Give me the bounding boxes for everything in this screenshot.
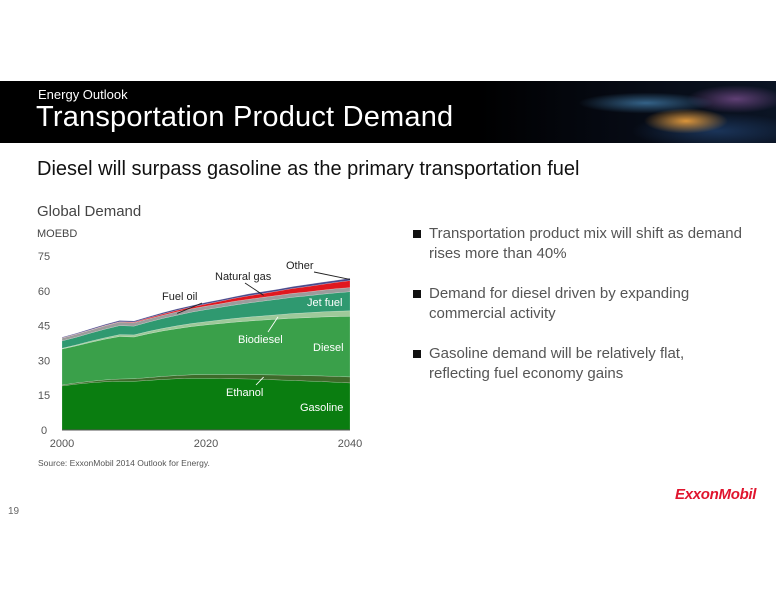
bullet-square-icon bbox=[413, 290, 421, 298]
bullet-text: Gasoline demand will be relatively flat,… bbox=[429, 345, 685, 382]
bullet-square-icon bbox=[413, 230, 421, 238]
y-tick-label: 60 bbox=[38, 286, 50, 298]
banner-artwork bbox=[476, 81, 776, 143]
y-tick-label: 0 bbox=[41, 425, 47, 437]
x-tick-label: 2000 bbox=[50, 438, 74, 450]
label-leader-ethanol bbox=[255, 376, 264, 386]
series-label-fuel-oil: Fuel oil bbox=[162, 291, 197, 303]
series-label-ethanol: Ethanol bbox=[226, 387, 263, 399]
label-leader-biodiesel bbox=[267, 316, 279, 333]
series-label-natural-gas: Natural gas bbox=[215, 271, 272, 283]
page-title: Transportation Product Demand bbox=[36, 101, 454, 133]
series-label-gasoline: Gasoline bbox=[300, 402, 343, 414]
source-note: Source: ExxonMobil 2014 Outlook for Ener… bbox=[38, 458, 210, 468]
bullet-list: Transportation product mix will shift as… bbox=[413, 224, 743, 404]
bullet-square-icon bbox=[413, 350, 421, 358]
page-number: 19 bbox=[8, 506, 20, 517]
area-other bbox=[61, 278, 351, 339]
series-label-jet-fuel: Jet fuel bbox=[307, 297, 342, 309]
bullet-item: Demand for diesel driven by expanding co… bbox=[413, 284, 743, 324]
label-leader-fuel-oil bbox=[177, 302, 203, 314]
banner-kicker: Energy Outlook bbox=[38, 87, 128, 102]
bullet-text: Transportation product mix will shift as… bbox=[429, 225, 742, 262]
x-tick-label: 2040 bbox=[338, 438, 362, 450]
series-label-other: Other bbox=[286, 260, 314, 272]
y-axis-unit: MOEBD bbox=[37, 228, 78, 240]
chart-title: Global Demand bbox=[37, 203, 142, 220]
exxonmobil-logo: ExxonMobil bbox=[675, 486, 757, 503]
y-tick-label: 45 bbox=[38, 321, 50, 333]
bullet-item: Gasoline demand will be relatively flat,… bbox=[413, 344, 743, 384]
y-tick-label: 15 bbox=[38, 390, 50, 402]
title-banner: Energy Outlook Transportation Product De… bbox=[0, 81, 776, 143]
y-tick-label: 30 bbox=[38, 355, 50, 367]
series-label-biodiesel: Biodiesel bbox=[238, 334, 283, 346]
label-leader-natural-gas bbox=[244, 282, 264, 296]
label-leader-other bbox=[313, 271, 351, 280]
bullet-item: Transportation product mix will shift as… bbox=[413, 224, 743, 264]
bullet-text: Demand for diesel driven by expanding co… bbox=[429, 285, 690, 322]
slide-subtitle: Diesel will surpass gasoline as the prim… bbox=[37, 158, 580, 180]
series-label-diesel: Diesel bbox=[313, 342, 344, 354]
x-tick-label: 2020 bbox=[194, 438, 218, 450]
y-tick-label: 75 bbox=[38, 251, 50, 263]
